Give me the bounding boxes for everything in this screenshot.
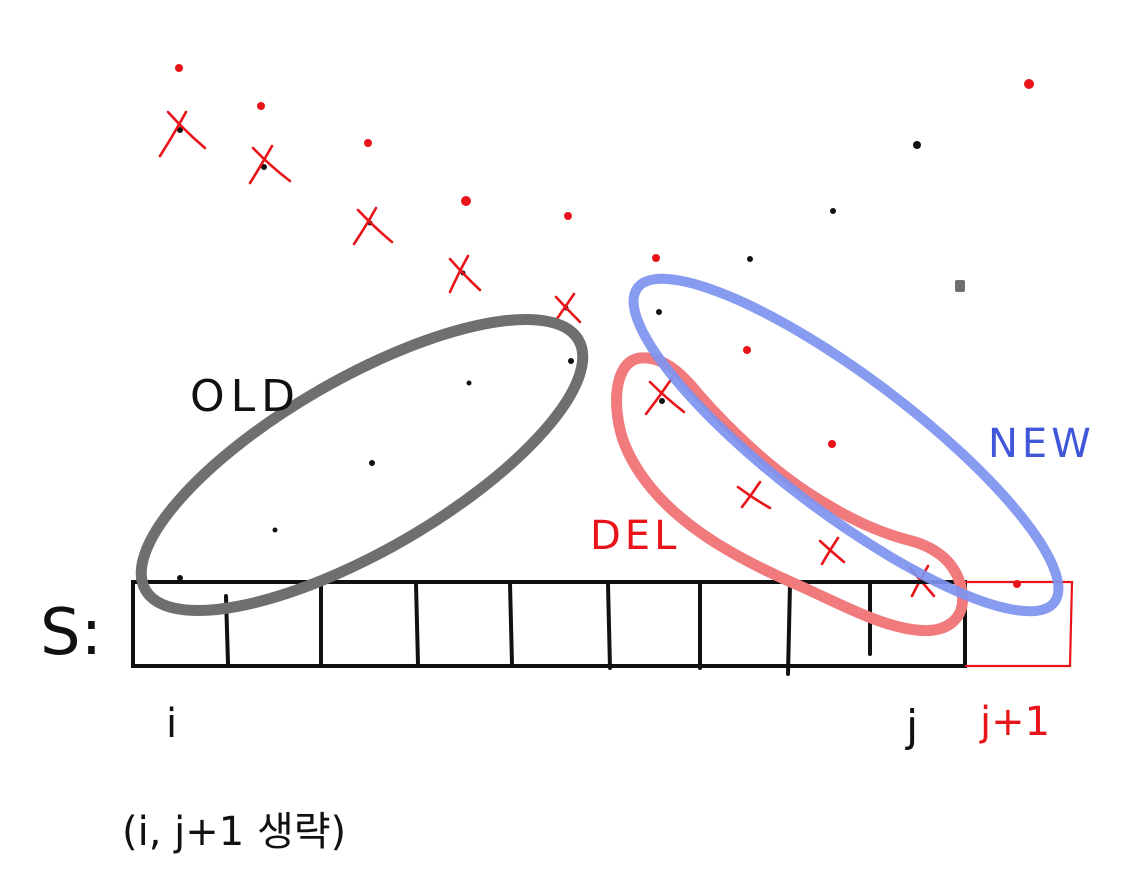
array-s	[131, 580, 967, 676]
del-region	[611, 352, 969, 637]
red-dot	[1024, 79, 1034, 89]
red-cross	[644, 376, 686, 416]
extra-cell-j-plus-1	[965, 580, 1074, 668]
old-label: OLD	[190, 371, 301, 422]
red-dot	[175, 64, 183, 72]
black-dot	[272, 527, 278, 533]
red-cross	[158, 110, 207, 158]
red-cross	[448, 254, 482, 294]
gray-square-dot	[955, 280, 965, 292]
black-dot	[568, 358, 574, 364]
black-dot	[369, 460, 375, 466]
red-dot	[257, 102, 265, 110]
black-dot	[656, 309, 662, 315]
red-cross	[818, 536, 846, 566]
black-dot	[466, 380, 472, 386]
new-ellipse	[628, 273, 1064, 617]
array-divider	[606, 582, 612, 670]
black-dot	[659, 398, 665, 404]
red-cross	[352, 206, 394, 246]
j-plus-1-label: j+1	[979, 699, 1050, 745]
note-label: (i, j+1 생략)	[122, 809, 346, 855]
black-dot	[747, 256, 753, 262]
j-label: j	[905, 701, 918, 752]
red-cross	[736, 480, 772, 510]
red-dot	[743, 346, 751, 354]
array-divider	[786, 582, 792, 676]
black-dot	[830, 208, 836, 214]
del-label: DEL	[590, 513, 680, 559]
red-dot	[564, 212, 572, 220]
old-ellipse	[135, 313, 589, 617]
red-dot	[364, 139, 372, 147]
red-cross	[248, 144, 292, 185]
red-dot	[828, 440, 836, 448]
array-divider	[508, 582, 514, 666]
i-label: i	[166, 701, 177, 747]
black-dot	[177, 127, 183, 133]
black-dots	[177, 127, 921, 581]
array-outline	[131, 580, 967, 668]
red-dots	[175, 64, 1034, 588]
new-label: NEW	[988, 421, 1095, 467]
s-label: S:	[40, 596, 102, 670]
black-dot	[261, 164, 267, 170]
red-dot	[461, 196, 471, 206]
red-crosses	[158, 110, 936, 598]
black-dot	[177, 575, 183, 581]
black-dot	[913, 141, 921, 149]
red-dot	[652, 254, 660, 262]
array-divider	[414, 582, 420, 666]
